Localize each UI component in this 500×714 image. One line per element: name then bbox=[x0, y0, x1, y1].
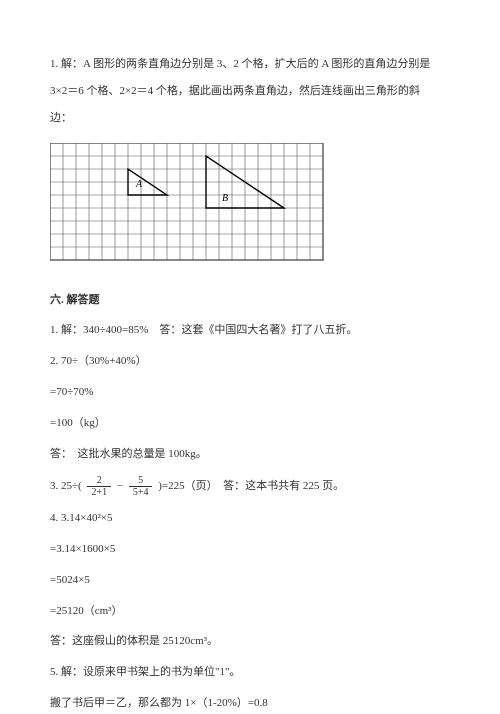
svg-text:B: B bbox=[222, 193, 228, 204]
q4-line2: =3.14×1600×5 bbox=[50, 539, 450, 560]
q1-line5: 答： 这批水果的总量是 100kg。 bbox=[50, 444, 450, 465]
problem1-line2: 3×2＝6 个格、2×2＝4 个格，据此画出两条直角边，然后连线画出三角形的斜 bbox=[50, 81, 450, 102]
q3-frac2-num: 5 bbox=[129, 475, 153, 487]
q1-line1: 1. 解：340÷400=85% 答：这套《中国四大名著》打了八五折。 bbox=[50, 320, 450, 341]
triangle-grid-svg: AB bbox=[50, 143, 325, 262]
section6-title: 六. 解答题 bbox=[50, 290, 450, 311]
q5-line1: 5. 解：设原来甲书架上的书为单位"1"。 bbox=[50, 662, 450, 683]
problem1-line3: 边： bbox=[50, 108, 450, 129]
q1-line2: 2. 70÷（30%+40%） bbox=[50, 351, 450, 372]
q3-suffix: )=225（页） 答：这本书共有 225 页。 bbox=[158, 480, 344, 492]
q5-line2: 搬了书后甲＝乙，那么都为 1×（1-20%）=0.8 bbox=[50, 693, 450, 714]
q1-line3: =70÷70% bbox=[50, 382, 450, 403]
q4-line5: 答：这座假山的体积是 25120cm³。 bbox=[50, 631, 450, 652]
svg-text:A: A bbox=[135, 179, 143, 190]
q3-frac1: 2 2+1 bbox=[87, 475, 111, 498]
q3-frac2: 5 5+4 bbox=[129, 475, 153, 498]
q3-frac1-den: 2+1 bbox=[87, 487, 111, 498]
q3-minus: − bbox=[117, 480, 123, 492]
problem1-line1: 1. 解：A 图形的两条直角边分别是 3、2 个格，扩大后的 A 图形的直角边分… bbox=[50, 54, 450, 75]
q3-line: 3. 25÷( 2 2+1 − 5 5+4 )=225（页） 答：这本书共有 2… bbox=[50, 475, 450, 498]
q4-line3: =5024×5 bbox=[50, 570, 450, 591]
q1-line4: =100（kg） bbox=[50, 413, 450, 434]
q4-line4: =25120（cm³） bbox=[50, 601, 450, 622]
grid-figure: AB bbox=[50, 143, 450, 270]
q4-line1: 4. 3.14×40²×5 bbox=[50, 508, 450, 529]
q3-frac2-den: 5+4 bbox=[129, 487, 153, 498]
q3-prefix: 3. 25÷( bbox=[50, 480, 82, 492]
q3-frac1-num: 2 bbox=[87, 475, 111, 487]
